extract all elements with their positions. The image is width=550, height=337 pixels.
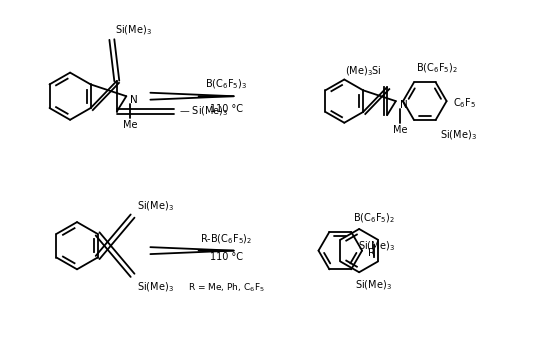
Text: R: R xyxy=(368,248,375,257)
Text: N: N xyxy=(130,95,138,105)
Text: (Me)$_3$Si: (Me)$_3$Si xyxy=(345,64,382,78)
Text: Me: Me xyxy=(123,120,138,130)
Text: Si(Me)$_3$: Si(Me)$_3$ xyxy=(358,239,394,252)
Text: B(C$_6$F$_5$)$_2$: B(C$_6$F$_5$)$_2$ xyxy=(353,211,395,225)
Text: B(C$_6$F$_5$)$_2$: B(C$_6$F$_5$)$_2$ xyxy=(416,62,458,75)
Text: Si(Me)$_3$: Si(Me)$_3$ xyxy=(355,278,392,292)
Text: Si(Me)$_3$: Si(Me)$_3$ xyxy=(439,129,476,143)
Text: Si(Me)$_3$: Si(Me)$_3$ xyxy=(136,200,173,213)
Text: R-B(C$_6$F$_5$)$_2$: R-B(C$_6$F$_5$)$_2$ xyxy=(200,232,252,246)
Text: C$_6$F$_5$: C$_6$F$_5$ xyxy=(453,96,476,110)
Text: 110 °C: 110 °C xyxy=(210,251,243,262)
Text: Me: Me xyxy=(393,125,407,135)
Text: Si(Me)$_3$: Si(Me)$_3$ xyxy=(115,23,152,36)
Text: Si(Me)$_3$: Si(Me)$_3$ xyxy=(136,280,173,294)
Text: — Si(Me)$_3$: — Si(Me)$_3$ xyxy=(179,105,229,118)
Text: R = Me, Ph, C$_6$F$_5$: R = Me, Ph, C$_6$F$_5$ xyxy=(188,282,265,294)
Text: N: N xyxy=(400,100,408,110)
Text: B(C$_6$F$_5$)$_3$: B(C$_6$F$_5$)$_3$ xyxy=(206,78,248,91)
Text: 110 °C: 110 °C xyxy=(210,104,243,114)
